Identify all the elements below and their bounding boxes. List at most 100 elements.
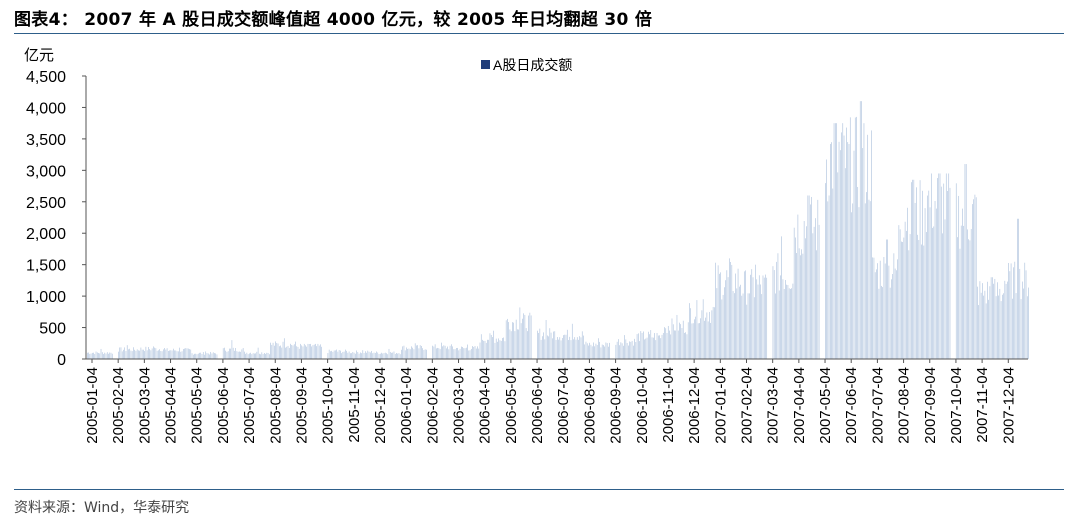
bar — [449, 345, 451, 359]
y-tick-label: 1,500 — [26, 258, 66, 275]
bar — [656, 333, 658, 359]
bar — [994, 278, 996, 359]
bar — [750, 274, 751, 359]
bar — [752, 277, 754, 359]
bar — [379, 353, 381, 359]
x-tick-label: 2007-12-04 — [1000, 367, 1017, 444]
bar — [674, 330, 675, 359]
bar — [1007, 281, 1008, 359]
bar — [588, 345, 589, 359]
bar — [103, 354, 104, 359]
bar — [200, 352, 202, 359]
bar — [912, 179, 913, 359]
bar — [687, 322, 689, 359]
bar — [399, 354, 401, 359]
bar — [963, 225, 964, 359]
bar — [1024, 262, 1026, 359]
bar — [297, 346, 299, 359]
bar — [313, 344, 315, 359]
bar — [758, 275, 760, 359]
bar — [392, 352, 394, 359]
x-tick-label: 2006-12-04 — [686, 367, 703, 444]
bar — [298, 348, 300, 359]
bar — [709, 311, 710, 359]
bar — [391, 352, 392, 359]
bar — [293, 344, 295, 359]
bar — [389, 351, 391, 359]
bar — [705, 317, 706, 359]
bar — [249, 353, 250, 359]
bar — [596, 345, 598, 359]
bar — [271, 344, 273, 359]
bar — [163, 349, 164, 359]
bar — [701, 310, 703, 359]
bar — [935, 208, 937, 359]
bar — [369, 352, 371, 359]
bar — [1025, 270, 1027, 359]
bar — [939, 173, 941, 359]
bar — [605, 342, 607, 359]
bar — [350, 353, 351, 359]
bar — [972, 204, 973, 359]
bar — [347, 352, 349, 359]
bar — [320, 344, 321, 359]
bar — [153, 346, 154, 359]
bar — [285, 347, 286, 359]
bar — [579, 336, 581, 359]
bar — [802, 253, 804, 359]
bar — [306, 346, 308, 359]
x-tick-label: 2005-08-04 — [267, 367, 284, 444]
bar — [270, 342, 271, 359]
bar — [342, 351, 344, 359]
bar — [735, 273, 736, 359]
bar — [423, 350, 425, 359]
bar — [101, 352, 103, 359]
bar — [148, 347, 149, 359]
x-tick-label: 2005-03-04 — [136, 367, 153, 444]
bar — [378, 354, 380, 359]
bar — [552, 338, 553, 359]
bar — [630, 341, 632, 359]
bar — [351, 353, 352, 359]
bar — [762, 275, 764, 359]
bar — [904, 221, 906, 359]
bar — [451, 344, 452, 359]
bar — [660, 338, 662, 359]
bar — [278, 346, 280, 359]
bar — [676, 314, 678, 359]
bar — [543, 332, 544, 359]
bar — [500, 340, 502, 359]
x-tick-label: 2007-07-04 — [869, 367, 886, 444]
y-tick-label: 2,500 — [26, 195, 66, 212]
bar — [896, 270, 897, 359]
bar — [143, 349, 144, 359]
bar — [672, 324, 674, 359]
bar — [556, 337, 558, 359]
x-tick-label: 2005-01-04 — [84, 367, 101, 444]
bar — [283, 338, 285, 359]
bar — [934, 201, 936, 359]
bar — [206, 353, 208, 359]
bar — [494, 342, 496, 359]
bar — [269, 354, 270, 359]
bar — [230, 348, 231, 359]
bar — [444, 345, 446, 359]
bar — [154, 347, 155, 359]
bar — [970, 229, 972, 359]
bar — [264, 353, 265, 359]
bar — [227, 351, 229, 359]
bar — [125, 351, 127, 359]
bar — [626, 342, 628, 359]
bar — [681, 327, 683, 359]
x-tick-label: 2007-10-04 — [948, 367, 965, 444]
bar — [670, 334, 672, 359]
bar — [181, 351, 183, 359]
bar — [403, 345, 405, 359]
bar — [795, 237, 796, 359]
bar — [346, 350, 347, 359]
bar — [886, 239, 887, 359]
bar — [300, 343, 301, 359]
bar — [487, 339, 488, 359]
bar — [918, 239, 920, 359]
bar — [150, 350, 152, 359]
